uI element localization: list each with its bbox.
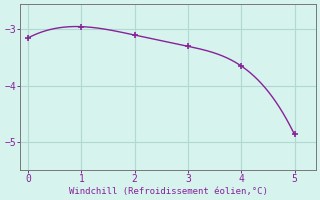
X-axis label: Windchill (Refroidissement éolien,°C): Windchill (Refroidissement éolien,°C) [68, 187, 268, 196]
